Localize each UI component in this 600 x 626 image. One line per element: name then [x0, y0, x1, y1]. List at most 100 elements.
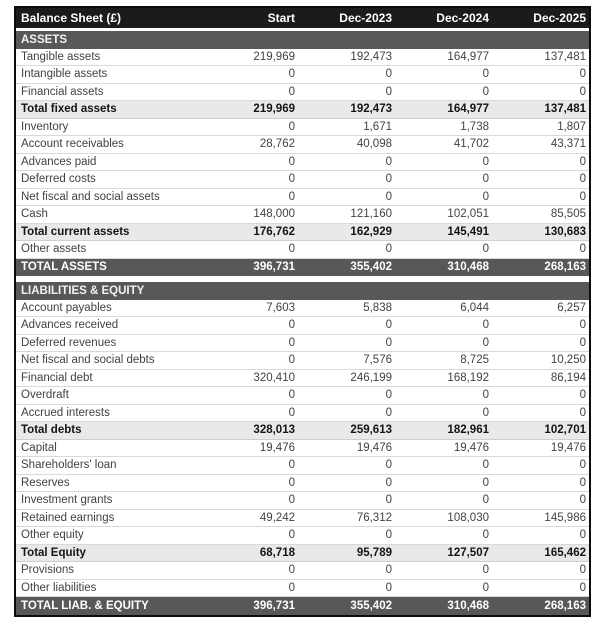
cell-value: 85,505: [550, 208, 586, 221]
cell-value: 0: [288, 155, 295, 168]
cell-value: 0: [579, 173, 586, 186]
cell-value: 0: [288, 120, 295, 133]
row-label: Advances received: [21, 319, 119, 332]
cell-value: 0: [482, 406, 489, 419]
cell-value: 0: [288, 319, 295, 332]
cell-value: 0: [288, 494, 295, 507]
cell-value: 8,725: [460, 354, 489, 367]
table-row: Overdraft 0 0 0 0: [16, 387, 589, 405]
row-label: Financial assets: [21, 85, 104, 98]
row-label: Total debts: [21, 424, 82, 437]
cell-value: 192,473: [350, 50, 392, 63]
cell-value: 102,051: [447, 208, 489, 221]
cell-value: 0: [288, 564, 295, 577]
row-label: Total Equity: [21, 546, 86, 559]
cell-value: 0: [482, 494, 489, 507]
table-row: Total debts 328,013 259,613 182,961 102,701: [16, 422, 589, 440]
cell-value: 6,044: [460, 301, 489, 314]
cell-value: 165,462: [544, 546, 586, 559]
cell-value: 1,671: [363, 120, 392, 133]
cell-value: 1,807: [557, 120, 586, 133]
row-label: Net fiscal and social debts: [21, 354, 155, 367]
cell-value: 396,731: [253, 599, 295, 612]
column-header: Dec-2025: [533, 11, 586, 25]
column-header: Dec-2023: [339, 11, 392, 25]
section-gap: [16, 28, 589, 31]
cell-value: 137,481: [544, 103, 586, 116]
row-label: Net fiscal and social assets: [21, 190, 160, 203]
cell-value: 259,613: [350, 424, 392, 437]
row-label: TOTAL ASSETS: [21, 261, 107, 274]
cell-value: 0: [385, 494, 392, 507]
cell-value: 0: [385, 581, 392, 594]
section-header-label: LIABILITIES & EQUITY: [21, 284, 145, 297]
row-label: Capital: [21, 441, 57, 454]
cell-value: 320,410: [253, 371, 295, 384]
table-row: Reserves 0 0 0 0: [16, 474, 589, 492]
cell-value: 0: [482, 581, 489, 594]
table-row: Shareholders' loan 0 0 0 0: [16, 457, 589, 475]
section-gap: [16, 276, 589, 282]
table-row: Advances received 0 0 0 0: [16, 317, 589, 335]
cell-value: 19,476: [259, 441, 295, 454]
row-label: Account payables: [21, 301, 112, 314]
cell-value: 0: [385, 173, 392, 186]
row-label: Investment grants: [21, 494, 113, 507]
table-row: Inventory 0 1,671 1,738 1,807: [16, 118, 589, 136]
table-row: Tangible assets 219,969 192,473 164,977 137,…: [16, 48, 589, 66]
table-row: Total Equity 68,718 95,789 127,507 165,462: [16, 544, 589, 562]
cell-value: 0: [288, 476, 295, 489]
cell-value: 0: [579, 243, 586, 256]
table-row: Capital 19,476 19,476 19,476 19,476: [16, 439, 589, 457]
row-label: Reserves: [21, 476, 70, 489]
row-label: Provisions: [21, 564, 75, 577]
row-label: Deferred costs: [21, 173, 96, 186]
cell-value: 19,476: [453, 441, 489, 454]
cell-value: 7,576: [363, 354, 392, 367]
cell-value: 0: [385, 190, 392, 203]
cell-value: 182,961: [447, 424, 489, 437]
row-label: Advances paid: [21, 155, 97, 168]
cell-value: 0: [482, 459, 489, 472]
cell-value: 0: [385, 68, 392, 81]
table-row: Other liabilities 0 0 0 0: [16, 579, 589, 597]
cell-value: 0: [385, 319, 392, 332]
cell-value: 219,969: [253, 103, 295, 116]
cell-value: 0: [579, 389, 586, 402]
row-label: Overdraft: [21, 389, 69, 402]
cell-value: 0: [288, 68, 295, 81]
cell-value: 0: [385, 155, 392, 168]
cell-value: 49,242: [259, 511, 295, 524]
cell-value: 19,476: [356, 441, 392, 454]
cell-value: 0: [385, 85, 392, 98]
cell-value: 41,702: [453, 138, 489, 151]
cell-value: 0: [288, 406, 295, 419]
section-header-row: LIABILITIES & EQUITY: [16, 282, 589, 300]
cell-value: 108,030: [447, 511, 489, 524]
cell-value: 76,312: [356, 511, 392, 524]
cell-value: 268,163: [544, 599, 586, 612]
cell-value: 0: [288, 243, 295, 256]
cell-value: 0: [579, 85, 586, 98]
row-label: Other equity: [21, 529, 84, 542]
cell-value: 0: [579, 494, 586, 507]
cell-value: 176,762: [253, 225, 295, 238]
table-row: Cash 148,000 121,160 102,051 85,505: [16, 206, 589, 224]
cell-value: 0: [288, 173, 295, 186]
row-label: Total current assets: [21, 225, 130, 238]
table-row: Other assets 0 0 0 0: [16, 241, 589, 259]
table-row: Account payables 7,603 5,838 6,044 6,257: [16, 299, 589, 317]
cell-value: 0: [385, 406, 392, 419]
cell-value: 0: [579, 319, 586, 332]
cell-value: 0: [385, 336, 392, 349]
cell-value: 0: [482, 529, 489, 542]
row-label: Shareholders' loan: [21, 459, 117, 472]
cell-value: 148,000: [253, 208, 295, 221]
cell-value: 121,160: [350, 208, 392, 221]
cell-value: 162,929: [350, 225, 392, 238]
cell-value: 0: [482, 85, 489, 98]
table-row: Retained earnings 49,242 76,312 108,030 145,…: [16, 509, 589, 527]
table-row: Account receivables 28,762 40,098 41,702 43,…: [16, 136, 589, 154]
table-header-row: Balance Sheet (£) Start Dec-2023 Dec-2024 D…: [16, 8, 589, 28]
row-label: Total fixed assets: [21, 103, 117, 116]
